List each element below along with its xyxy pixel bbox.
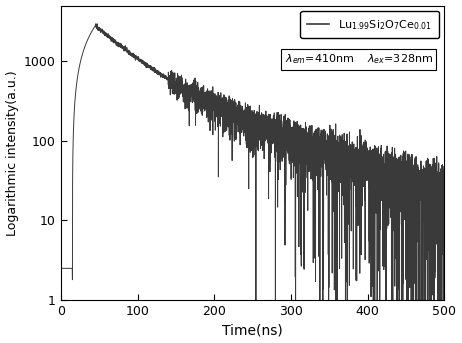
Legend: Lu$_{1.99}$Si$_2$O$_7$Ce$_{0.01}$: Lu$_{1.99}$Si$_2$O$_7$Ce$_{0.01}$	[300, 11, 439, 38]
Text: $\lambda_{em}$=410nm    $\lambda_{ex}$=328nm: $\lambda_{em}$=410nm $\lambda_{ex}$=328n…	[285, 53, 433, 67]
X-axis label: Time(ns): Time(ns)	[222, 323, 283, 338]
Y-axis label: Logarithmic intensity(a.u.): Logarithmic intensity(a.u.)	[6, 70, 18, 236]
